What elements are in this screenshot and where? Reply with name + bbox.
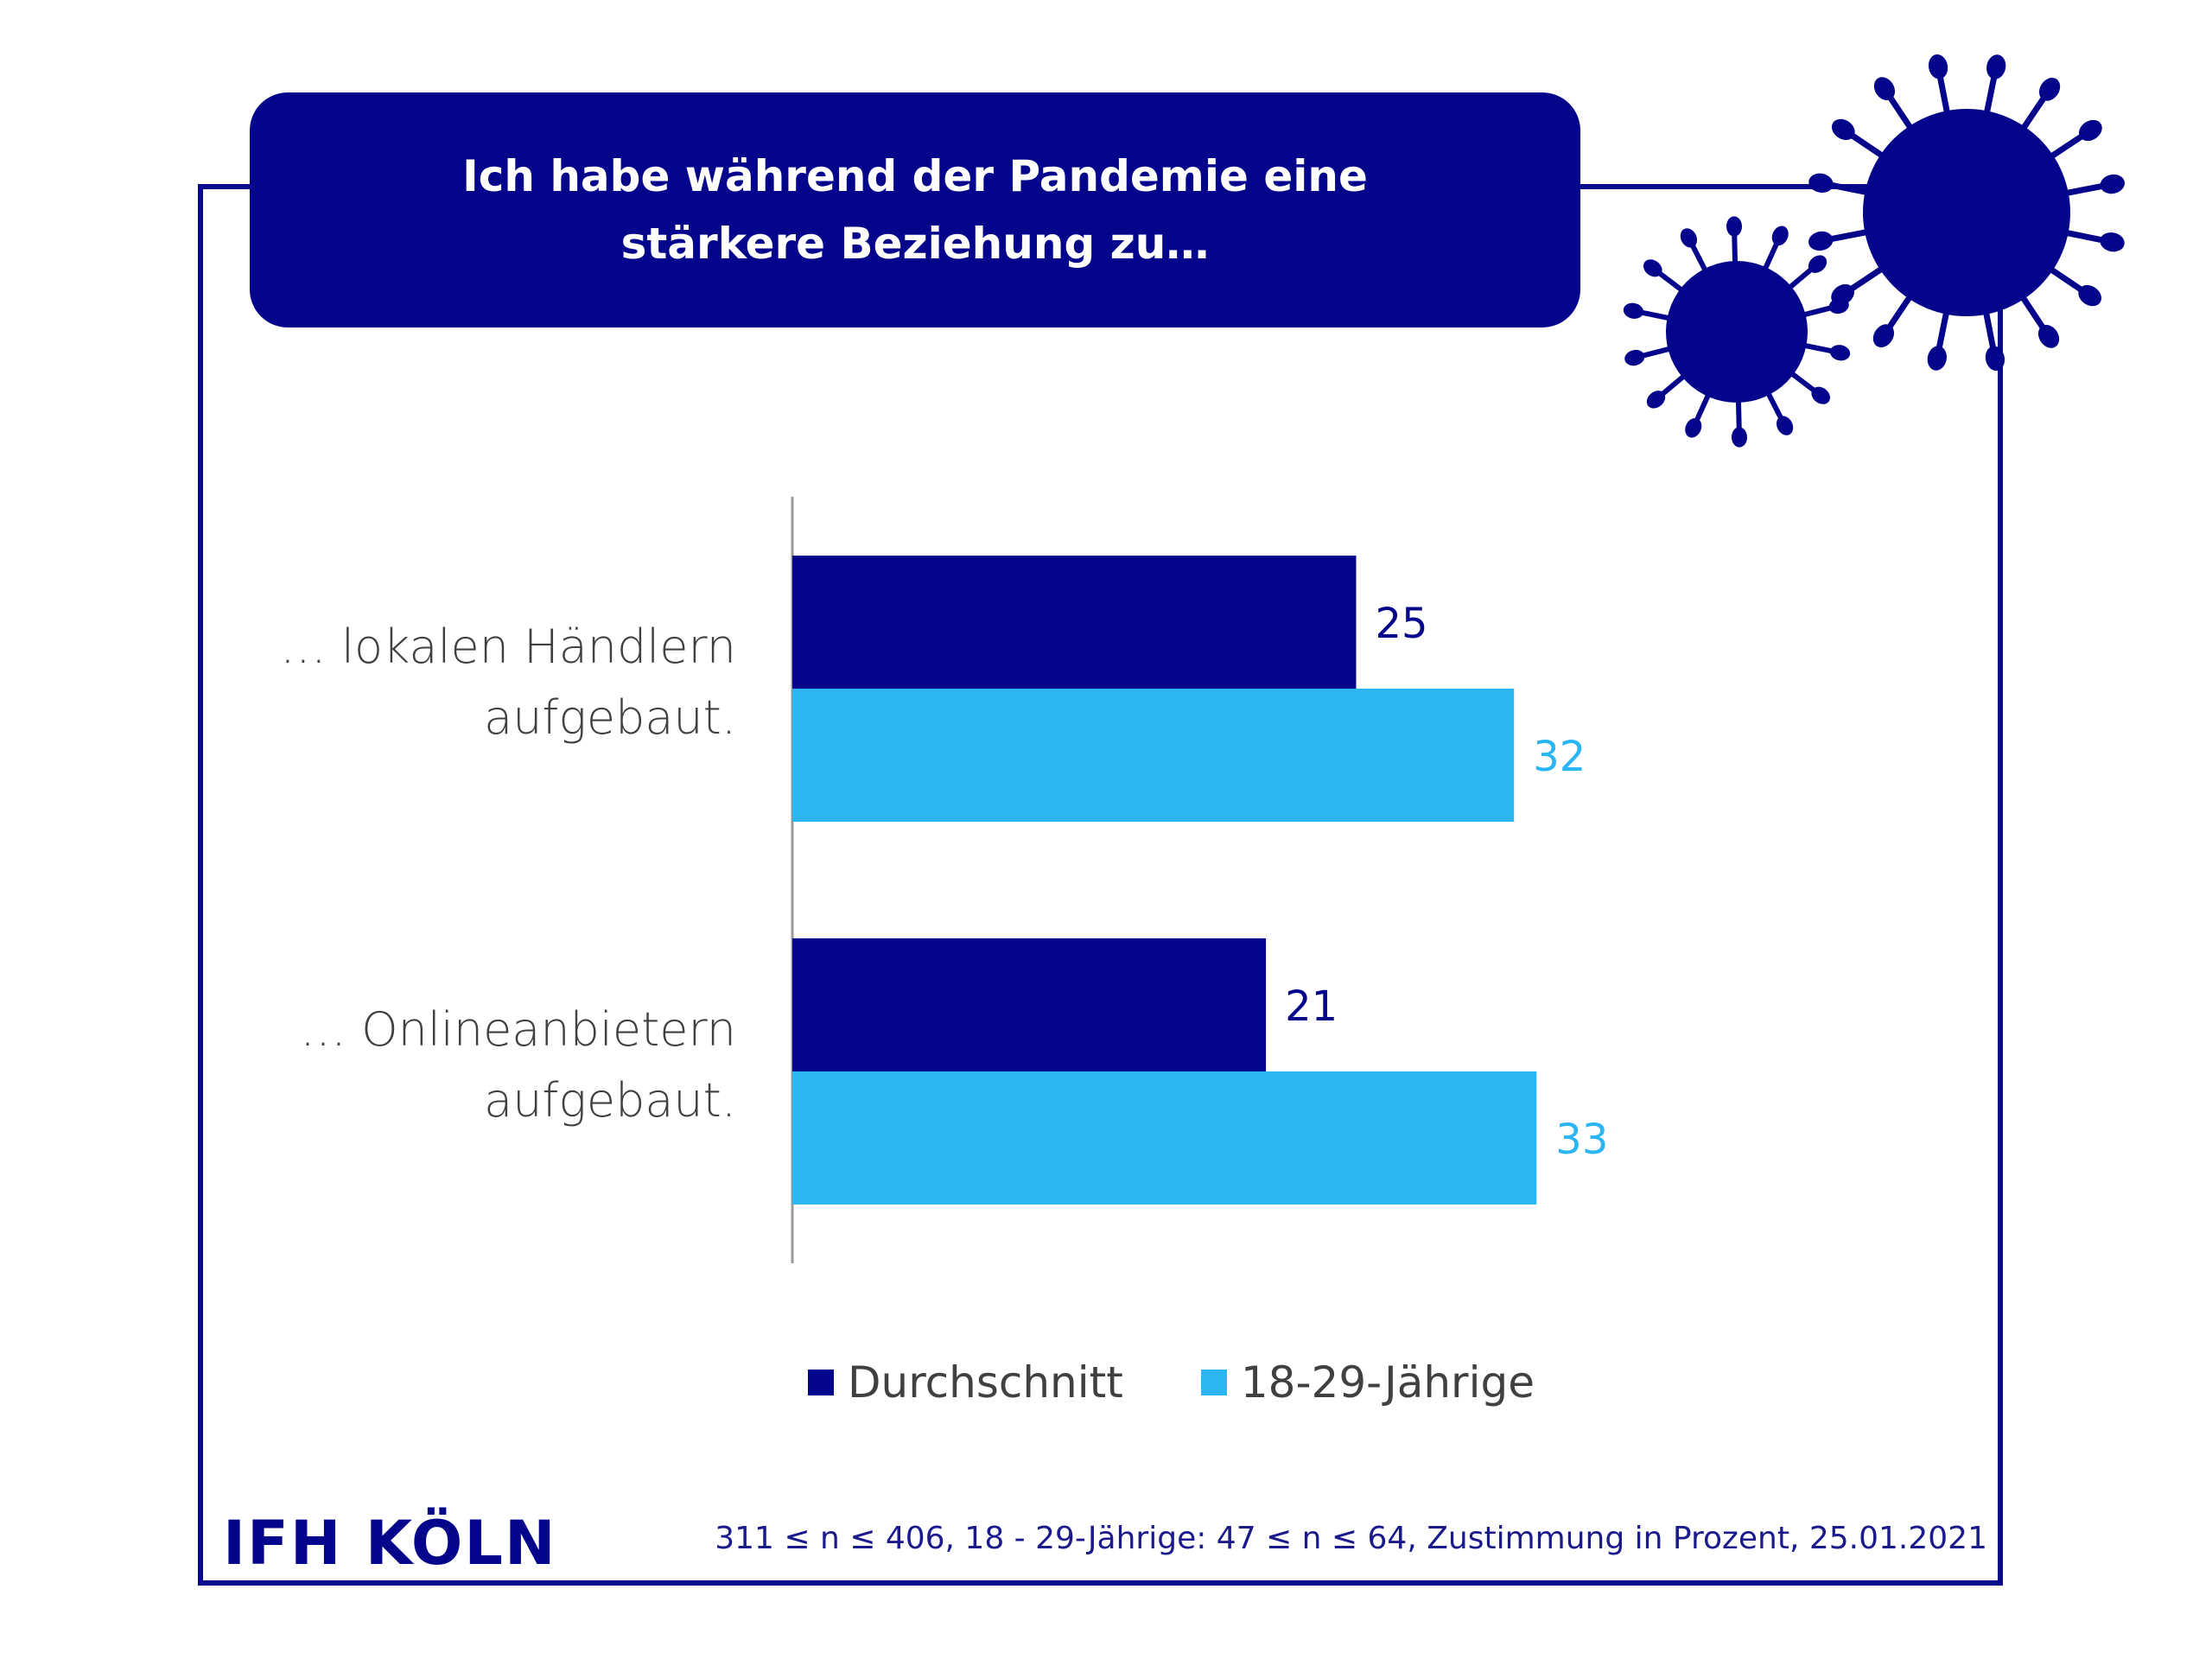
- virus-spike-knob: [1831, 118, 1855, 141]
- chart-title: Ich habe während der Pandemie eine stärk…: [462, 151, 1368, 269]
- legend-label-18-29: 18-29-Jährige: [1240, 1357, 1535, 1408]
- virus-spike-knob: [2078, 284, 2102, 307]
- virus-spike-knob: [1731, 427, 1747, 448]
- legend: Durchschnitt 18-29-Jährige: [808, 1357, 1612, 1408]
- category-label-line: aufgebaut.: [484, 1073, 736, 1128]
- virus-spike-knob: [1623, 302, 1644, 319]
- virus-spike-knob: [1646, 391, 1666, 409]
- virus-body: [1863, 109, 2070, 316]
- footnote: 311 ≤ n ≤ 406, 18 - 29-Jährige: 47 ≤ n ≤…: [715, 1521, 1987, 1556]
- virus-spike-knob: [1680, 228, 1698, 248]
- category-label-line: aufgebaut.: [484, 690, 736, 745]
- legend-label-durchschnitt: Durchschnitt: [848, 1357, 1123, 1408]
- virus-spike-knob: [1776, 416, 1794, 435]
- data-label: 25: [1376, 600, 1428, 648]
- category-label: … lokalen Händlern aufgebaut.: [280, 620, 736, 745]
- virus-spike-knob: [1811, 386, 1831, 404]
- legend-item-18-29: 18-29-Jährige: [1200, 1357, 1535, 1408]
- virus-spike-knob: [1986, 54, 2006, 79]
- data-label: 32: [1533, 733, 1586, 781]
- virus-spike-knob: [1872, 324, 1895, 348]
- category-label-line: … lokalen Händlern: [280, 620, 736, 674]
- virus-spike-knob: [2100, 174, 2126, 194]
- virus-spike-knob: [2100, 232, 2125, 252]
- data-label: 33: [1555, 1116, 1608, 1164]
- virus-spike-knob: [1808, 173, 1834, 193]
- category-label-line: … Onlineanbietern: [300, 1002, 736, 1057]
- virus-spike-knob: [1829, 345, 1851, 361]
- bar: [792, 556, 1357, 689]
- virus-spike-knob: [1808, 231, 1834, 251]
- virus-spike-knob: [2038, 77, 2061, 101]
- virus-spike-knob: [2078, 119, 2102, 142]
- virus-spike-knob: [1928, 54, 1948, 79]
- legend-swatch-durchschnitt: [808, 1370, 834, 1395]
- bar: [792, 938, 1267, 1071]
- virus-spike-knob: [1985, 346, 2005, 372]
- bar: [792, 1071, 1537, 1205]
- legend-swatch-18-29: [1200, 1370, 1227, 1395]
- category-label: … Onlineanbietern aufgebaut.: [300, 1002, 736, 1128]
- title-box: Ich habe während der Pandemie eine stärk…: [250, 92, 1580, 327]
- virus-spike-knob: [1808, 255, 1827, 273]
- virus-spike-knob: [1828, 297, 1849, 315]
- virus-spike-knob: [1927, 346, 1947, 371]
- virus-spike-knob: [1726, 216, 1743, 237]
- virus-spike-knob: [1771, 226, 1789, 246]
- virus-body: [1666, 261, 1808, 403]
- bar: [792, 689, 1515, 822]
- virus-spike-knob: [2037, 324, 2060, 348]
- virus-spike-knob: [1643, 259, 1662, 277]
- data-label: 21: [1285, 982, 1338, 1031]
- virus-spike-knob: [1873, 77, 1896, 101]
- virus-spike-knob: [1685, 417, 1702, 438]
- virus-spike-knob: [1624, 349, 1645, 366]
- ifh-koeln-logo: IFH KÖLN: [223, 1508, 557, 1579]
- coronavirus-icon: [1623, 54, 2126, 448]
- legend-item-durchschnitt: Durchschnitt: [808, 1357, 1123, 1408]
